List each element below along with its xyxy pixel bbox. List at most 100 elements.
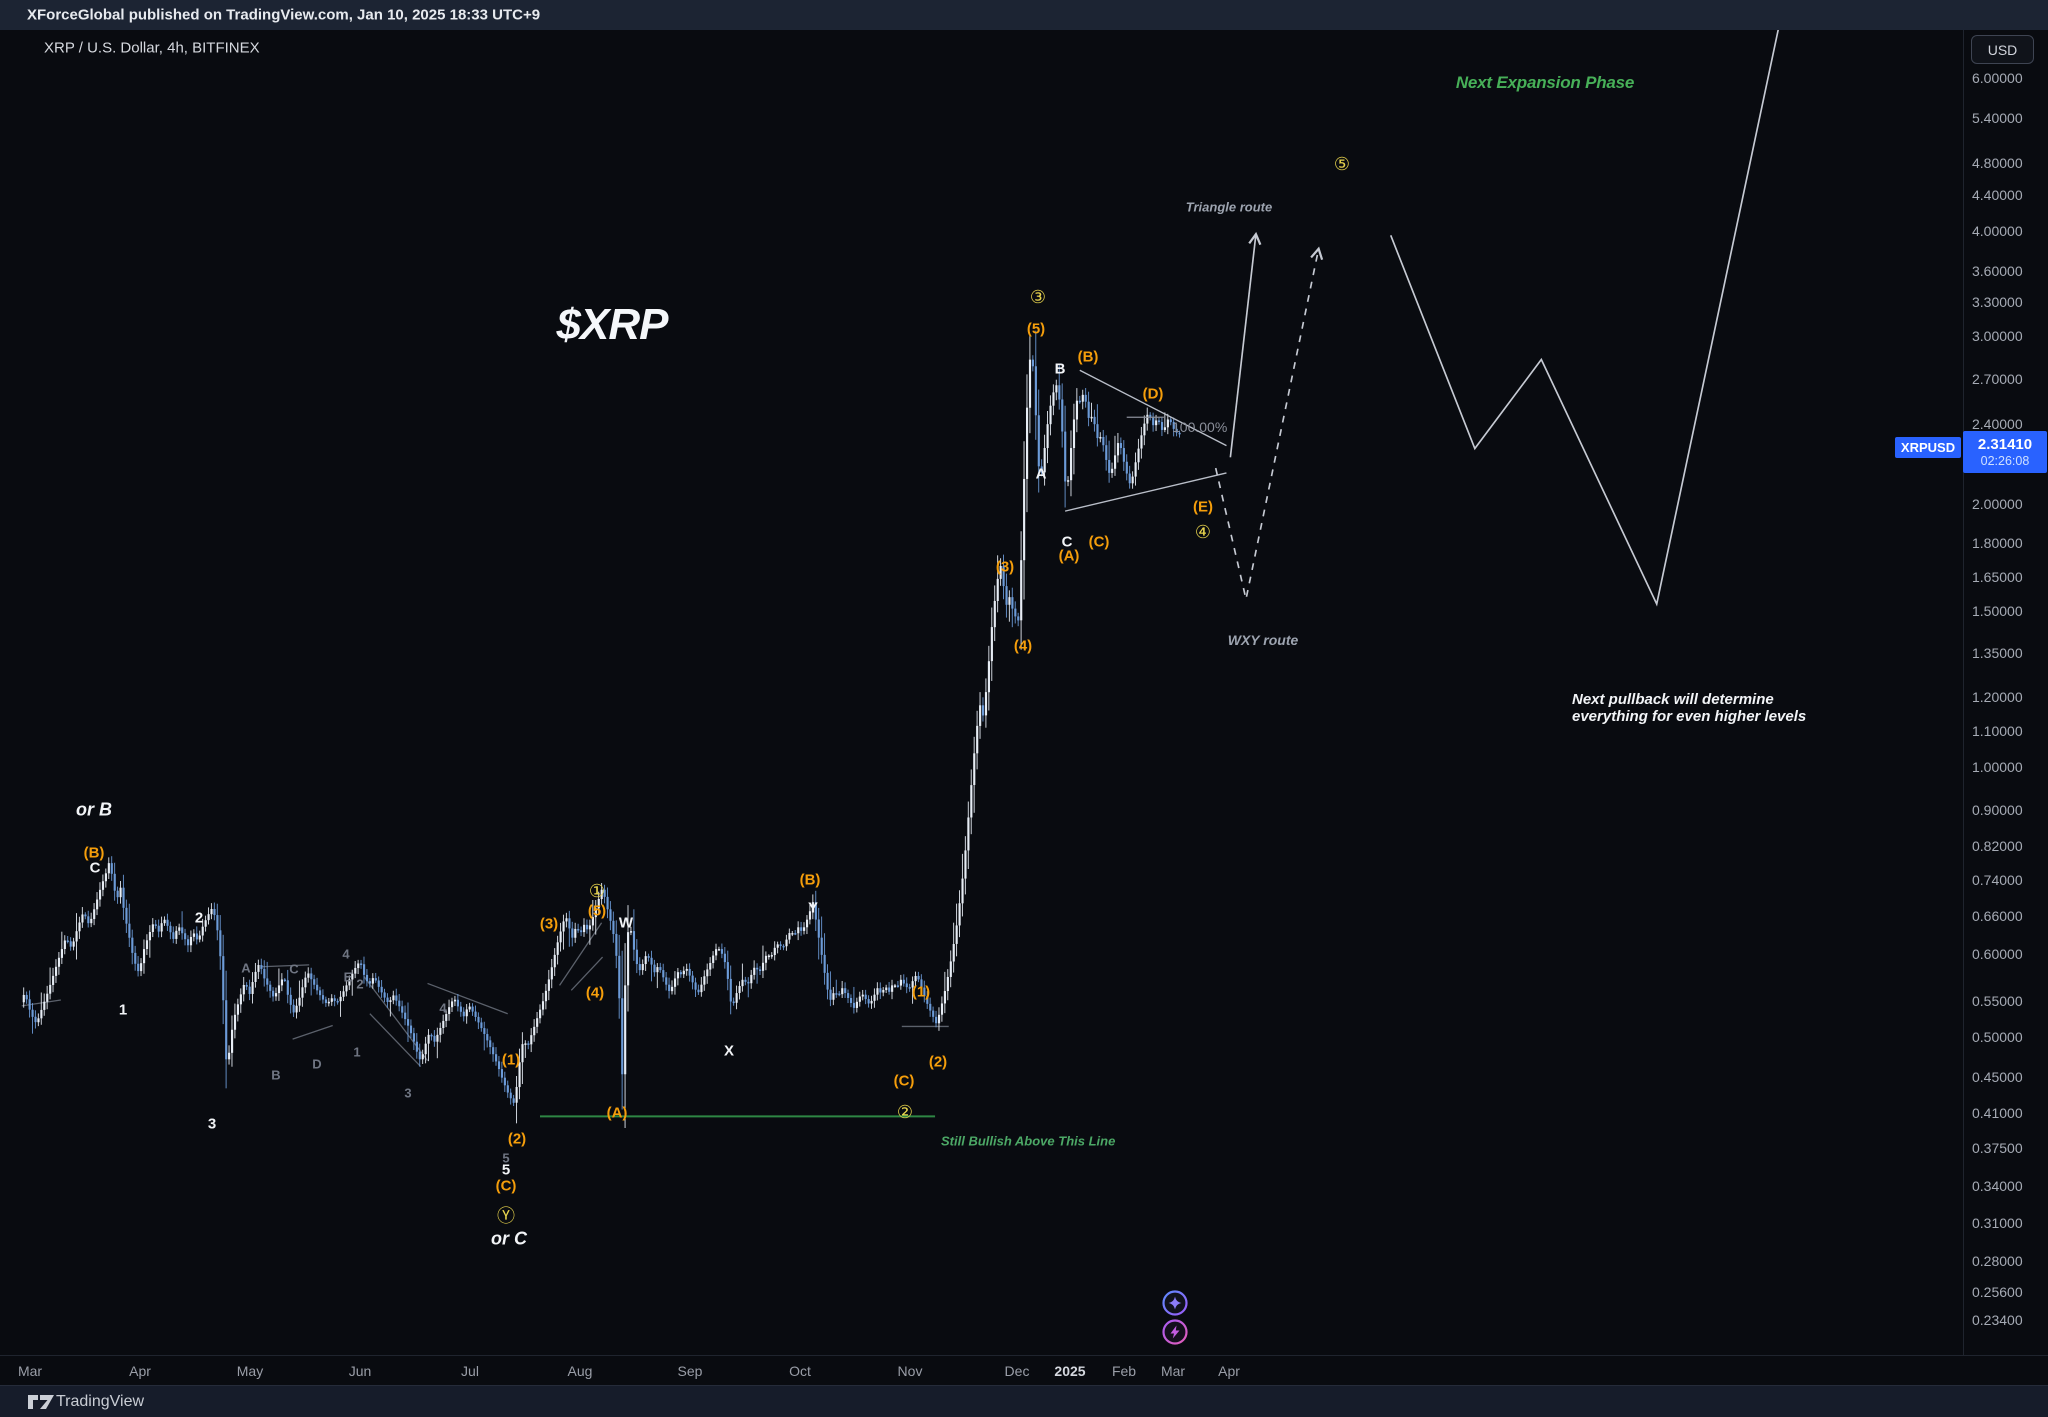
wave-label: (5): [1026, 320, 1046, 338]
candle: [1072, 419, 1076, 449]
time-axis-label: Sep: [677, 1363, 703, 1379]
tradingview-wordmark[interactable]: TradingView: [56, 1393, 145, 1410]
candle: [451, 1001, 454, 1008]
candle: [313, 979, 316, 985]
price-axis-label: 0.66000: [1972, 908, 2023, 924]
candle: [870, 1000, 873, 1004]
price-axis-label: 1.10000: [1972, 723, 2023, 739]
candle: [307, 973, 310, 978]
price-axis[interactable]: 6.00000 5.40000 4.80000 4.40000 4.00000 3.600…: [1963, 30, 2048, 1355]
candle: [756, 967, 759, 970]
candle: [1028, 359, 1032, 408]
currency-toggle-button[interactable]: USD: [1971, 35, 2034, 64]
pullback-note-line1: Next pullback will determine: [1572, 691, 1774, 708]
candle: [676, 972, 680, 979]
footer-bar: TradingView: [0, 1385, 2048, 1417]
candle: [81, 914, 84, 923]
time-axis-label: Apr: [1218, 1363, 1240, 1379]
candle: [732, 1001, 735, 1004]
candle: [54, 966, 58, 976]
candle: [110, 863, 113, 874]
wave-label: 1: [118, 1001, 128, 1019]
time-axis[interactable]: Mar Apr May Jun Jul Aug Sep Oct Nov Dec 2025 Feb Mar…: [0, 1355, 2048, 1386]
candle: [891, 985, 894, 992]
candle: [316, 984, 319, 991]
candle: [536, 1018, 539, 1027]
candle: [439, 1028, 442, 1035]
candle: [483, 1028, 486, 1034]
candle: [157, 925, 160, 932]
candle: [615, 933, 618, 956]
pattern-segment: [427, 982, 508, 1015]
pullback-note-line2: everything for even higher levels: [1572, 707, 1807, 725]
candle: [1049, 405, 1052, 425]
candle: [142, 949, 146, 964]
tradingview-logo-icon[interactable]: [28, 1394, 55, 1415]
candle: [365, 974, 369, 982]
candle: [761, 962, 765, 971]
wave-label: B: [271, 1067, 281, 1083]
candle: [52, 975, 55, 985]
candle: [932, 1010, 935, 1017]
attribution-bar: XForceGlobal published on TradingView.co…: [0, 0, 2048, 30]
candle: [858, 996, 861, 1002]
candle: [1008, 597, 1011, 605]
candle: [503, 1077, 506, 1086]
candle: [489, 1040, 492, 1048]
candle: [902, 979, 905, 984]
candle: [864, 994, 867, 1000]
chart-pane[interactable]: [0, 30, 1963, 1355]
candle: [515, 1086, 518, 1103]
wave-label: (4): [585, 984, 605, 1002]
candle: [195, 933, 198, 940]
wave-label: (2): [507, 1130, 527, 1148]
candle: [580, 930, 583, 933]
candle: [794, 933, 797, 935]
candle: [1099, 436, 1102, 439]
sparkle-icon[interactable]: [1161, 1289, 1189, 1317]
candle: [1040, 466, 1043, 473]
candle: [87, 916, 90, 924]
lightning-bolt-icon[interactable]: [1161, 1318, 1189, 1346]
candle: [999, 565, 1002, 579]
candle: [43, 1001, 46, 1010]
candle: [990, 627, 993, 662]
candle: [723, 953, 726, 963]
candle: [949, 961, 952, 977]
candle: [66, 940, 69, 943]
candle: [1119, 443, 1123, 449]
candle: [128, 923, 131, 938]
candle: [509, 1092, 512, 1099]
wave-label: ③: [1029, 287, 1047, 308]
candle: [785, 939, 788, 947]
candle: [248, 986, 251, 994]
wave-label: (4): [1013, 637, 1033, 655]
price-axis-label: 0.60000: [1972, 946, 2023, 962]
candle: [1075, 400, 1079, 420]
candle: [964, 850, 967, 879]
candle: [979, 705, 982, 726]
candle: [929, 1003, 932, 1011]
price-axis-label: 1.80000: [1972, 535, 2023, 551]
candle: [1111, 468, 1114, 473]
candle: [1090, 416, 1093, 419]
candle: [104, 873, 107, 882]
candle: [260, 965, 263, 969]
candle: [577, 928, 580, 931]
pattern-segment: [261, 964, 310, 968]
candle: [377, 980, 380, 987]
candle: [339, 996, 342, 1002]
candle: [280, 979, 284, 986]
candle: [1143, 423, 1146, 436]
candle: [791, 933, 794, 935]
candle: [888, 987, 891, 992]
price-axis-label: 1.20000: [1972, 689, 2023, 705]
candle: [345, 985, 348, 992]
candle: [679, 972, 682, 975]
time-axis-label: Aug: [567, 1363, 593, 1379]
pullback-note: Next pullback will determine everything …: [1572, 691, 1807, 725]
candle: [712, 955, 715, 963]
candle: [395, 995, 398, 1001]
candle: [459, 1006, 462, 1012]
price-axis-label: 0.37500: [1972, 1140, 2023, 1156]
